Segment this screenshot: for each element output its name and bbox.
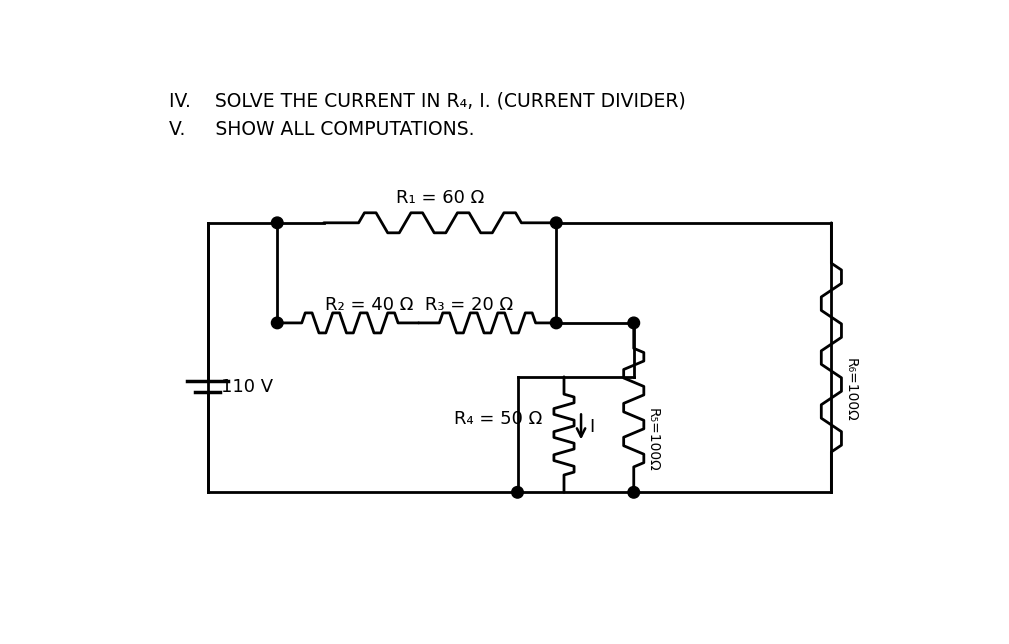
Text: R₂ = 40 Ω  R₃ = 20 Ω: R₂ = 40 Ω R₃ = 20 Ω: [325, 296, 513, 314]
Text: I: I: [589, 418, 594, 436]
Text: R₅=100Ω: R₅=100Ω: [646, 408, 660, 471]
Text: IV.    SOLVE THE CURRENT IN R₄, I. (CURRENT DIVIDER): IV. SOLVE THE CURRENT IN R₄, I. (CURRENT…: [169, 92, 685, 111]
Text: R₄ = 50 Ω: R₄ = 50 Ω: [454, 410, 542, 428]
Circle shape: [551, 317, 562, 328]
Circle shape: [628, 317, 640, 328]
Circle shape: [271, 217, 284, 229]
Circle shape: [271, 317, 284, 328]
Circle shape: [551, 217, 562, 229]
Text: R₁ = 60 Ω: R₁ = 60 Ω: [396, 189, 484, 207]
Text: 110 V: 110 V: [221, 378, 273, 396]
Text: R₆=100Ω: R₆=100Ω: [844, 357, 858, 421]
Circle shape: [512, 486, 524, 498]
Circle shape: [628, 486, 640, 498]
Text: V.     SHOW ALL COMPUTATIONS.: V. SHOW ALL COMPUTATIONS.: [169, 120, 474, 139]
